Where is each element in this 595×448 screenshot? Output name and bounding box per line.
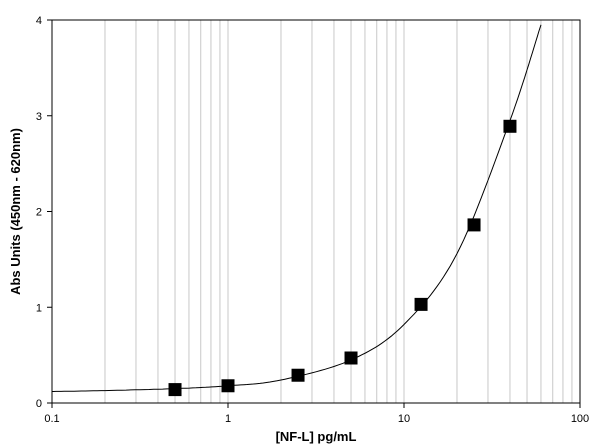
y-axis-title: Abs Units (450nm - 620nm) [8, 128, 23, 295]
data-point [221, 379, 235, 393]
axes: 0.1 1 10 100 0 1 2 3 4 [36, 15, 589, 425]
data-point [168, 383, 182, 397]
data-points [168, 119, 517, 397]
y-tick-label: 3 [36, 111, 42, 123]
fit-curve-layer [52, 24, 542, 392]
grid [104, 20, 573, 403]
x-tick-label: 1 [225, 413, 231, 425]
data-point [291, 368, 305, 382]
x-tick-label: 100 [571, 413, 589, 425]
data-point [503, 119, 517, 133]
data-point [344, 351, 358, 365]
x-tick-label: 0.1 [44, 413, 59, 425]
y-tick-label: 2 [36, 207, 42, 219]
data-point [414, 297, 428, 311]
x-axis-title: [NF-L] pg/mL [276, 429, 357, 444]
x-tick-label: 10 [398, 413, 410, 425]
fit-curve [52, 24, 542, 392]
data-point [467, 218, 481, 232]
plot-frame [51, 19, 581, 404]
y-tick-label: 1 [36, 302, 42, 314]
y-tick-label: 0 [36, 398, 42, 410]
y-tick-label: 4 [36, 15, 42, 27]
